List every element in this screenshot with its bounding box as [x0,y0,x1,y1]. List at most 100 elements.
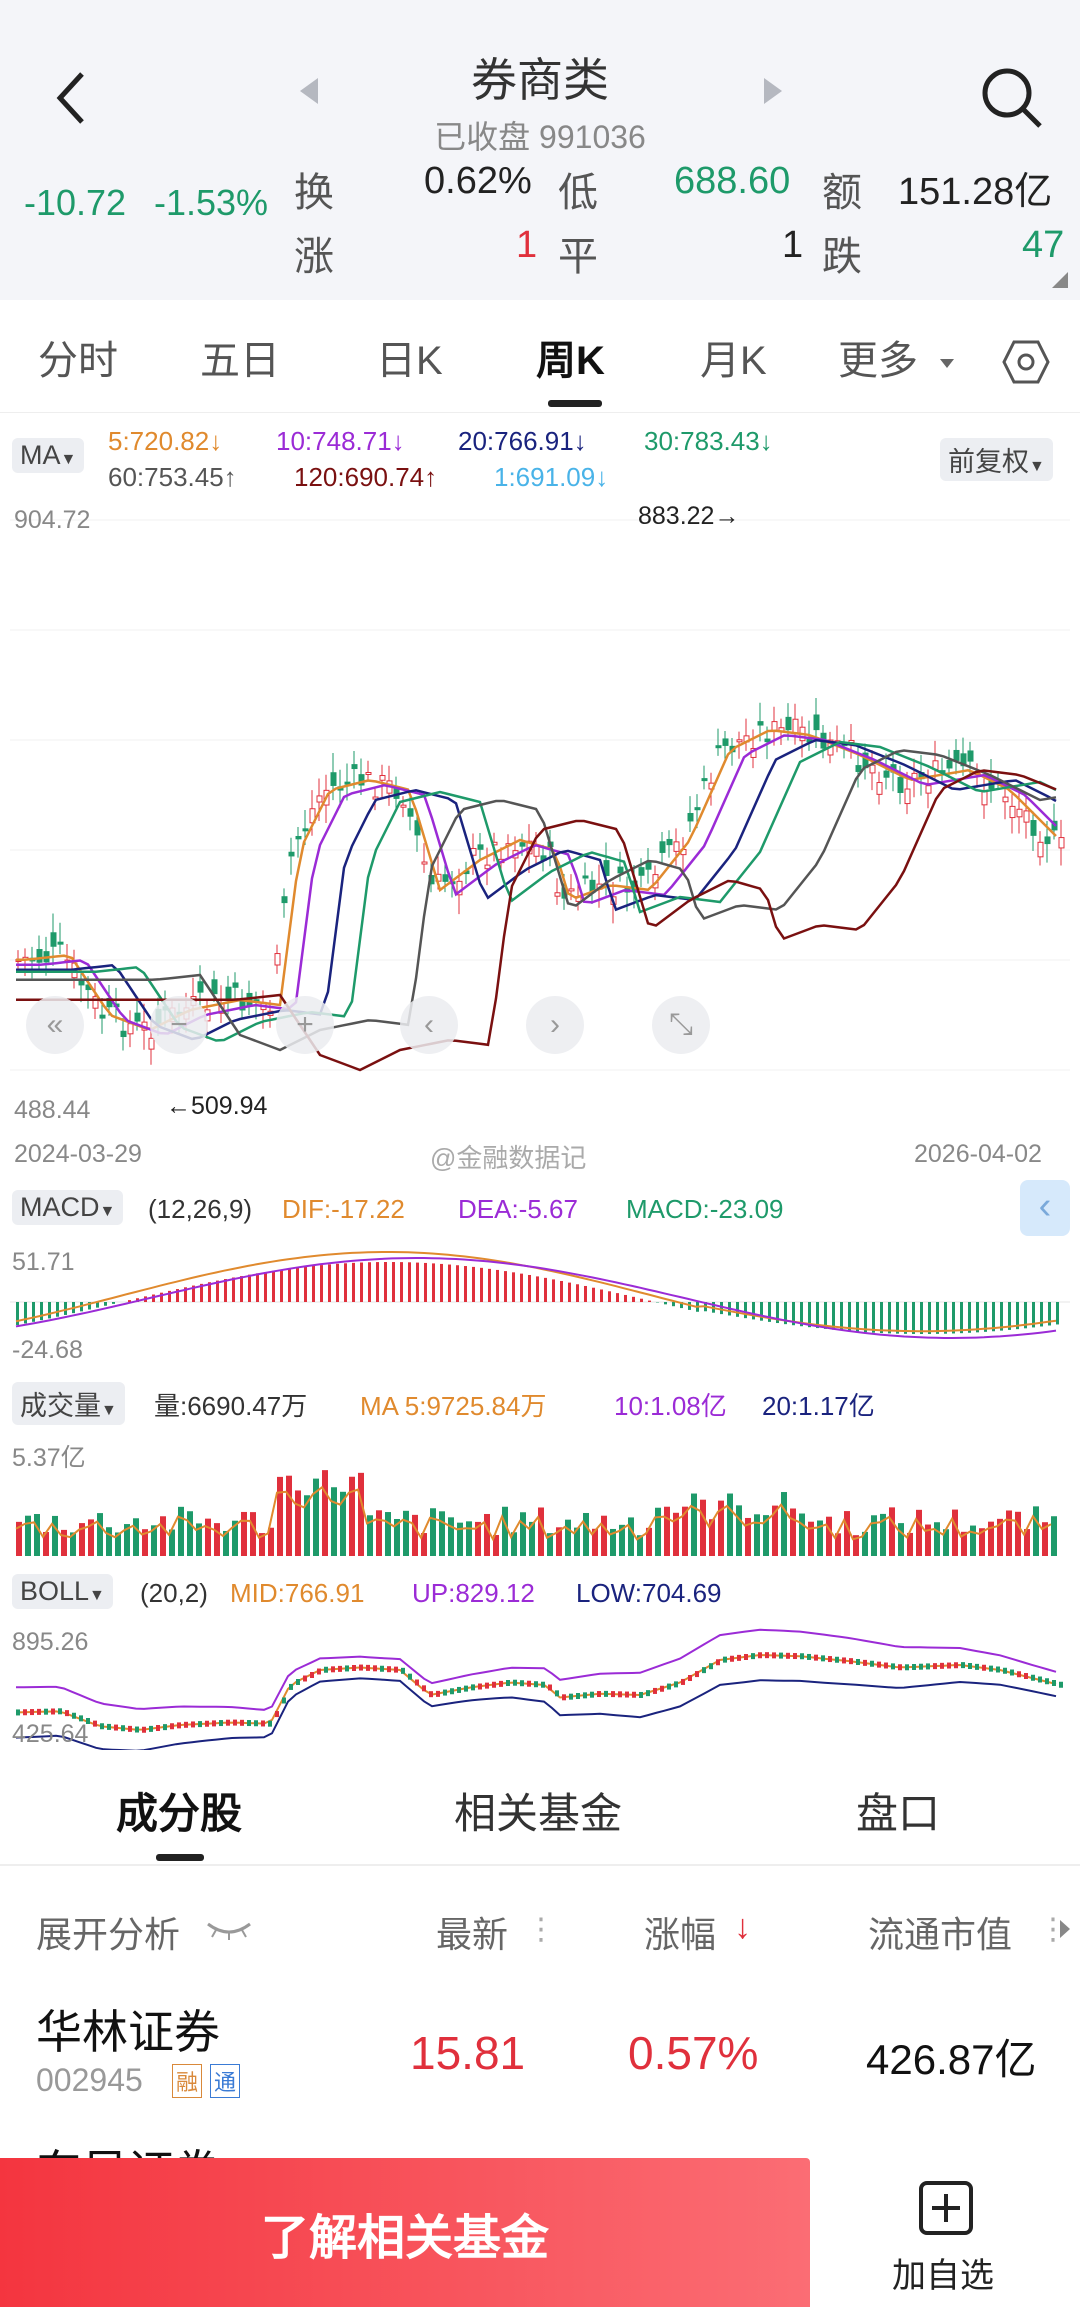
volume-bar [538,1507,544,1556]
scroll-left-button[interactable]: ‹ [400,996,458,1054]
collapse-panel-button[interactable]: ‹ [1020,1180,1070,1236]
volume-bar [565,1519,571,1556]
macd-bar [392,1262,395,1302]
macd-bar [184,1287,187,1302]
macd-bar [824,1302,827,1329]
column-change[interactable]: 涨幅 [644,1914,717,1955]
volume-bar [403,1510,409,1556]
column-market-cap[interactable]: 流通市值 [868,1914,1013,1955]
scroll-left-fast-button[interactable]: « [26,996,84,1054]
adjust-mode-select[interactable]: 前复权▼ [940,438,1053,481]
boll-candle [275,1711,279,1718]
boll-candle [786,1652,790,1659]
boll-candle [324,1666,328,1673]
macd-bar [1024,1302,1027,1329]
sort-desc-icon[interactable]: ↓ [734,1908,751,1946]
tab-constituents[interactable]: 成分股 [116,1790,243,1837]
zoom-in-button[interactable]: + [276,996,334,1054]
table-row[interactable]: 华林证券 002945 融 通 15.81 0.57% 426.87亿 [0,1980,1080,2110]
boll-candle [989,1665,993,1672]
volume-indicator-select[interactable]: 成交量▼ [12,1382,125,1425]
macd-bar [424,1262,427,1302]
tab-more[interactable]: 更多 [838,339,918,383]
ma-indicator-select[interactable]: MA▼ [12,438,85,473]
scroll-right-button[interactable]: › [526,996,584,1054]
macd-bar [496,1269,499,1302]
boll-candle [128,1725,132,1732]
boll-indicator-select[interactable]: BOLL▼ [12,1574,113,1609]
boll-candle [856,1659,860,1665]
macd-bar [24,1302,27,1324]
prev-index-icon[interactable] [298,76,322,111]
boll-candle [408,1673,412,1680]
macd-bar [472,1266,475,1302]
down-count: 47 [1022,224,1065,266]
volume-bar [961,1531,967,1556]
flat-count: 1 [782,224,804,266]
fullscreen-button[interactable]: ⤡ [652,996,710,1054]
boll-candle [429,1691,433,1698]
macd-bar [1000,1302,1003,1331]
volume-bar [817,1520,823,1556]
tab-wuri[interactable]: 五日 [200,339,280,383]
boll-candle [625,1691,629,1698]
candle-body [687,812,694,822]
candle-body [414,820,421,836]
volume-bar [763,1515,769,1556]
sort-dots-icon[interactable]: ⋮ [526,1913,556,1946]
next-index-icon[interactable] [760,76,784,111]
stock-change: 0.57% [628,2027,759,2079]
candle-body [421,861,428,865]
macd-bar [320,1265,323,1302]
boll-candle [450,1688,454,1695]
tab-fenshi[interactable]: 分时 [38,339,118,383]
macd-bar [384,1262,387,1302]
settings-hexagon-icon[interactable] [1002,340,1050,389]
boll-candle [219,1720,223,1727]
volume-bar [898,1523,904,1556]
eye-closed-icon[interactable] [206,1920,252,1945]
boll-low-line [15,1677,1057,1750]
tab-yuek[interactable]: 月K [700,339,767,383]
expand-corner-icon[interactable] [1052,272,1068,293]
macd-bar [744,1302,747,1319]
learn-funds-button[interactable]: 了解相关基金 [0,2158,810,2307]
boll-candle [93,1720,97,1727]
volume-bar [430,1508,436,1556]
volume-bar [916,1509,922,1556]
boll-axis-max: 895.26 [12,1628,89,1656]
tab-zhouk[interactable]: 周K [536,339,605,383]
add-watchlist-button[interactable]: 加自选 [810,2158,1080,2307]
candle-body [981,790,988,806]
macd-bar [256,1273,259,1302]
boll-candle [65,1710,69,1717]
macd-indicator-select[interactable]: MACD▼ [12,1190,124,1225]
volume-bar [1033,1506,1039,1556]
boll-candle [79,1715,83,1722]
boll-candle [37,1708,41,1715]
macd-bar [112,1302,115,1304]
candle-body [659,841,666,853]
column-expand-analysis[interactable]: 展开分析 [36,1914,181,1955]
scroll-right-caret-icon[interactable] [1058,1918,1072,1945]
tab-order-book[interactable]: 盘口 [856,1790,941,1837]
candle-body [967,750,974,762]
tab-rik[interactable]: 日K [376,339,443,383]
boll-candle [205,1720,209,1727]
macd-bar [40,1302,43,1321]
column-latest[interactable]: 最新 [436,1914,509,1955]
boll-candle [982,1664,986,1671]
candle-body [1016,808,1023,818]
zoom-out-button[interactable]: − [150,996,208,1054]
boll-candle [121,1725,125,1732]
volume-bar [259,1533,265,1556]
back-icon[interactable] [52,68,92,128]
search-icon[interactable] [980,66,1044,135]
candle-body [477,844,484,850]
macd-bar [168,1290,171,1302]
volume-bar [853,1535,859,1556]
tab-related-funds[interactable]: 相关基金 [454,1790,623,1837]
volume-bar [304,1495,310,1556]
volume-ma5: MA 5:9725.84万 [360,1391,547,1421]
candle-body [673,841,680,852]
